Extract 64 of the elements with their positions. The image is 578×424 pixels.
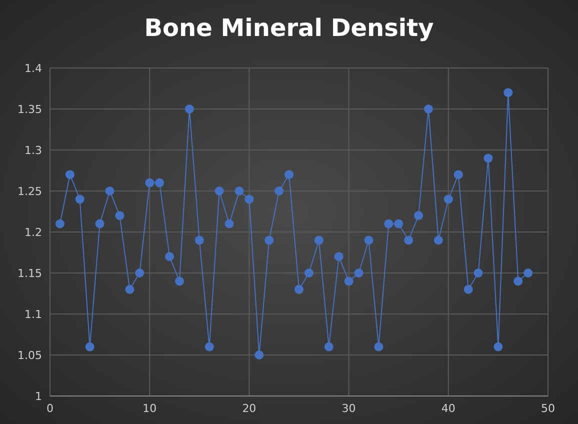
x-tick-label: 10 [142,402,157,415]
point [374,342,384,352]
x-tick-label: 50 [541,402,555,415]
point [444,194,453,204]
point [484,154,493,163]
point [494,342,503,352]
x-tick-label: 20 [242,402,256,415]
point [115,211,124,220]
point [464,284,473,294]
y-tick-label: 1.35 [18,102,42,116]
point [214,186,224,196]
point [344,276,354,286]
y-tick-label: 1.25 [18,184,42,198]
point [125,284,134,294]
point [135,268,144,278]
point [334,252,344,262]
point [145,178,154,188]
point [174,276,184,286]
point [394,219,404,228]
point [75,194,84,204]
point [354,268,364,278]
point [414,211,424,220]
point [184,104,194,114]
point [264,236,274,245]
point [384,219,394,228]
y-tick-label: 1.2 [24,226,42,239]
y-tick-label: 1.1 [24,308,42,321]
point [314,236,324,245]
point [434,236,443,245]
point [224,219,234,228]
point [474,268,483,278]
point [304,268,314,278]
point [404,236,414,245]
point [294,284,304,294]
y-tick-label: 1.3 [24,144,42,157]
point [254,350,264,360]
x-tick-label: 40 [441,402,456,415]
y-tick-label: 1.15 [18,266,42,280]
point [364,236,374,245]
point [234,186,244,196]
point [504,88,513,98]
point [514,276,523,286]
y-tick-label: 1.4 [24,62,42,75]
point [424,104,433,114]
point [274,186,284,196]
chart-title: Bone Mineral Density [143,14,435,42]
point [55,219,64,228]
y-tick-label: 1.05 [18,348,42,362]
point [95,219,104,228]
point [284,170,294,180]
point [454,170,463,180]
y-tick-label: 1 [35,390,42,403]
x-tick-label: 0 [46,402,54,415]
x-tick-label: 30 [342,402,356,415]
point [65,170,74,180]
point [155,178,164,188]
point [165,252,174,262]
point [204,342,214,352]
point [324,342,334,352]
point [85,342,94,352]
point [244,194,254,204]
point [524,268,533,278]
point [194,236,204,245]
point [105,186,114,196]
